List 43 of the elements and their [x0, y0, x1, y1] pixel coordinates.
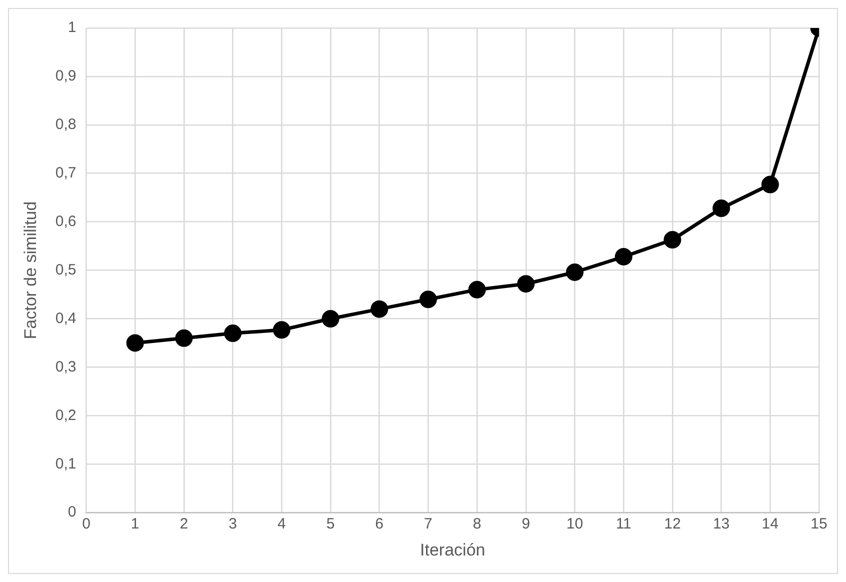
- x-tick-label: 2: [180, 516, 188, 533]
- point: [224, 324, 242, 342]
- x-tick-label: 13: [712, 516, 730, 533]
- y-tick-label: 0,6: [55, 212, 76, 230]
- y-tick-label: 0,7: [55, 164, 76, 182]
- y-tick-label: 0,8: [55, 116, 76, 134]
- point: [370, 300, 388, 318]
- y-tick-label: 0,3: [55, 358, 76, 376]
- y-tick-label: 0,2: [55, 406, 76, 424]
- x-tick-label: 12: [664, 516, 681, 533]
- point: [761, 176, 779, 194]
- point: [517, 275, 535, 293]
- x-tick-label: 1: [130, 516, 140, 533]
- point: [322, 310, 340, 328]
- point: [126, 334, 144, 352]
- x-tick-label: 5: [326, 516, 335, 533]
- x-tick-label: 15: [810, 516, 828, 533]
- x-tick-label: 6: [375, 516, 384, 533]
- x-axis-title: Iteración: [420, 540, 486, 560]
- x-tick-label: 4: [277, 516, 286, 533]
- x-tick-label: 10: [566, 516, 584, 533]
- x-tick-label: 7: [424, 516, 432, 533]
- point: [175, 329, 193, 347]
- y-tick-label: 0,9: [55, 68, 76, 85]
- point: [419, 290, 437, 308]
- x-tick-label: 3: [228, 516, 237, 533]
- x-tick-label: 0: [82, 516, 90, 533]
- y-tick-label: 0,4: [55, 310, 76, 327]
- x-tick-label: 14: [762, 516, 778, 533]
- x-tick-label: 8: [472, 516, 482, 533]
- x-tick-label: 11: [616, 516, 632, 533]
- point: [272, 321, 290, 339]
- point: [566, 263, 584, 281]
- y-tick-label: 0,5: [55, 261, 76, 278]
- point: [712, 200, 730, 218]
- x-tick-label: 9: [522, 516, 530, 533]
- y-tick-label: 1: [68, 19, 76, 36]
- point: [468, 280, 486, 298]
- point: [664, 231, 682, 249]
- y-tick-label: 0,1: [55, 455, 76, 472]
- y-tick-label: 0: [68, 504, 76, 521]
- y-axis-title: Factor de similitud: [20, 201, 40, 340]
- point: [614, 248, 632, 266]
